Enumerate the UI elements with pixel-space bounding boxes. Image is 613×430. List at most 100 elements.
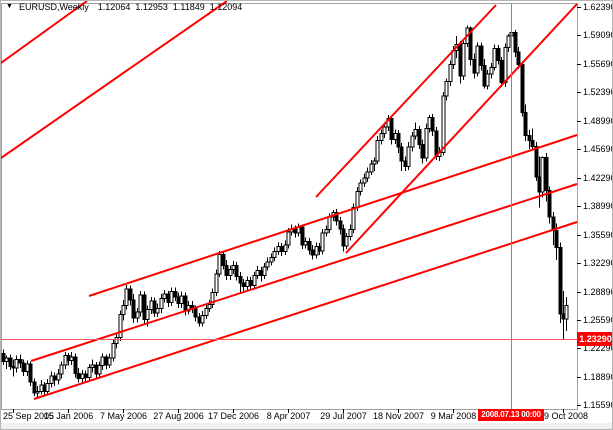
quote-close: 1.12094 — [209, 2, 243, 12]
candle-bear — [479, 45, 484, 67]
candle-bull — [564, 304, 569, 320]
candle-bear — [234, 264, 239, 277]
candle-bear — [399, 146, 404, 162]
candle-bull — [186, 304, 191, 312]
candle-bull — [358, 182, 363, 192]
candle-bull — [252, 275, 257, 287]
candle-bear — [152, 300, 157, 314]
candle-bear — [8, 357, 13, 367]
candle-bull — [262, 266, 267, 277]
candle-bull — [204, 308, 209, 316]
candle-bull — [351, 207, 356, 231]
candle-bull — [255, 269, 260, 277]
candle-bull — [114, 337, 119, 345]
trendline-steep-channel-bottom[interactable] — [345, 3, 578, 254]
candle-bear — [241, 282, 246, 288]
candle-bull — [214, 273, 219, 294]
trendline-upper-left-channel-bottom[interactable] — [1, 1, 228, 159]
trendline-main-channel-bottom[interactable] — [33, 221, 578, 400]
trendline-steep-channel-top[interactable] — [315, 4, 497, 198]
candle-bull — [324, 229, 329, 234]
price-axis-label: 1.25590 — [583, 314, 613, 325]
candle-bear — [420, 144, 425, 159]
candle-bear — [76, 372, 81, 379]
candle-bull — [382, 126, 387, 135]
candle-bear — [173, 291, 178, 298]
candle-bull — [135, 311, 140, 319]
quote-low: 1.11849 — [172, 2, 205, 12]
price-axis-label: 1.52390 — [583, 86, 613, 97]
candle-bull — [503, 47, 508, 84]
candle-bull — [375, 139, 380, 162]
candle-bull — [348, 229, 353, 237]
candle-bear — [279, 246, 284, 253]
candle-bear — [300, 226, 305, 246]
candle-bear — [128, 288, 133, 301]
candle-bull — [448, 64, 453, 83]
candle-bull — [100, 356, 105, 367]
candle-bear — [554, 229, 559, 248]
candle-bear — [547, 190, 552, 218]
candle-bull — [272, 251, 277, 259]
candle-bear — [544, 156, 549, 192]
candle-bull — [410, 135, 415, 148]
candle-bear — [83, 373, 88, 379]
candle-bull — [506, 35, 511, 49]
candle-bull — [217, 253, 222, 275]
symbol-dropdown-arrow-icon[interactable]: ▼ — [6, 3, 13, 10]
candle-bull — [138, 294, 143, 313]
candle-bear — [21, 362, 26, 373]
trendline-main-channel-mid[interactable] — [30, 183, 578, 362]
candle-bear — [527, 134, 532, 141]
candle-bull — [344, 235, 349, 247]
candle-bear — [224, 264, 229, 277]
candle-bear — [523, 111, 528, 136]
price-axis-label: 1.42290 — [583, 172, 613, 183]
candle-bull — [475, 45, 480, 74]
candle-bear — [468, 27, 473, 61]
candle-bull — [362, 177, 367, 184]
candle-bull — [327, 216, 332, 231]
candle-bear — [221, 253, 226, 266]
candle-bull — [444, 81, 449, 97]
candle-bull — [207, 303, 212, 310]
price-axis-label: 1.35590 — [583, 229, 613, 240]
candle-bull — [283, 244, 288, 253]
candle-bear — [430, 116, 435, 132]
candle-bear — [417, 128, 422, 146]
candle-bull — [365, 171, 370, 179]
candle-bull — [69, 356, 74, 362]
candle-bull — [111, 343, 116, 359]
candle-bull — [540, 156, 545, 193]
candle-bull — [269, 257, 274, 263]
quote-open: 1.12064 — [97, 2, 131, 12]
trendline-main-channel-top[interactable] — [88, 134, 578, 297]
candle-bull — [372, 160, 377, 165]
price-axis-label: 1.59090 — [583, 29, 613, 40]
candle-bear — [73, 356, 78, 374]
candle-bull — [118, 314, 123, 339]
trendline-upper-left-channel-top[interactable] — [1, 1, 88, 64]
candle-bear — [32, 381, 37, 394]
candle-bull — [379, 133, 384, 141]
time-axis-label: 17 Dec 2006 — [207, 411, 260, 421]
candle-bear — [499, 59, 504, 84]
price-flag: 1.23290 — [577, 332, 612, 346]
candle-bull — [97, 365, 102, 375]
candle-bull — [413, 128, 418, 137]
time-axis-label: 7 May 2006 — [99, 411, 148, 421]
candle-bull — [56, 373, 61, 381]
candle-bull — [492, 48, 497, 68]
price-axis-label: 1.38990 — [583, 200, 613, 211]
candle-bull — [200, 314, 205, 324]
candle-bull — [4, 357, 9, 362]
time-axis-label: 19 Oct 2008 — [538, 411, 589, 421]
candle-bear — [520, 64, 525, 113]
candle-bear — [534, 145, 539, 178]
candle-bull — [265, 261, 270, 268]
price-axis-label: 1.28890 — [583, 286, 613, 297]
candle-bull — [179, 295, 184, 305]
candle-bear — [28, 363, 33, 383]
